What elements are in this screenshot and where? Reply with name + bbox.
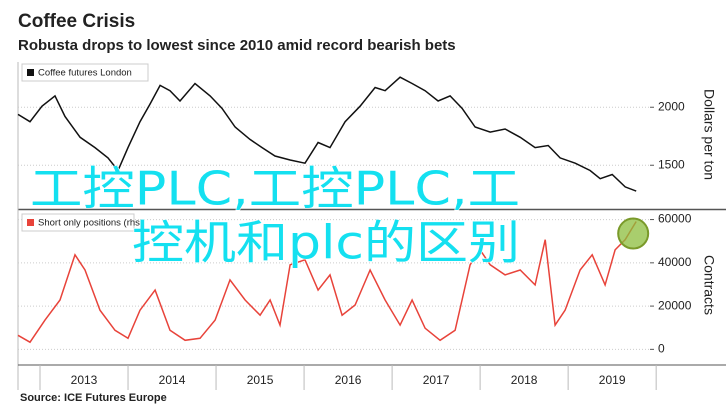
y-tick-label: 20000 xyxy=(658,298,692,312)
legend-box xyxy=(21,63,149,82)
legend-swatch xyxy=(27,69,34,76)
overlay-text: 控机和plc的区别 xyxy=(132,216,520,270)
legend-box xyxy=(21,213,135,232)
x-tick-label: 2018 xyxy=(511,373,538,387)
chart-title: Coffee Crisis xyxy=(18,11,135,32)
y-axis-label: Contracts xyxy=(701,255,717,315)
y-tick-label: 60000 xyxy=(658,212,692,226)
x-tick-label: 2019 xyxy=(599,373,626,387)
source: Source: ICE Futures Europe xyxy=(20,392,167,404)
y-axis-label: Dollars per ton xyxy=(701,89,717,180)
legend: Coffee futures London xyxy=(21,63,149,82)
x-tick-label: 2017 xyxy=(423,373,450,387)
legend-label: Short only positions (rhs) xyxy=(38,218,143,229)
x-tick-label: 2015 xyxy=(247,373,274,387)
chart-subtitle: Robusta drops to lowest since 2010 amid … xyxy=(18,37,456,54)
overlay-text: 工控PLC,工控PLC,工 xyxy=(30,162,520,216)
y-tick-label: 1500 xyxy=(658,157,685,171)
legend: Short only positions (rhs) xyxy=(21,213,143,232)
x-tick-label: 2016 xyxy=(335,373,362,387)
y-tick-label: 2000 xyxy=(658,99,685,113)
series-line xyxy=(17,221,637,344)
series-line xyxy=(17,76,637,192)
highlight xyxy=(617,217,650,250)
y-tick-label: 40000 xyxy=(658,255,692,269)
legend-label: Coffee futures London xyxy=(38,68,132,79)
x-tick-label: 2013 xyxy=(71,373,98,387)
y-tick-label: 0 xyxy=(658,342,665,356)
x-tick-label: 2014 xyxy=(159,373,186,387)
legend-swatch xyxy=(27,219,34,226)
